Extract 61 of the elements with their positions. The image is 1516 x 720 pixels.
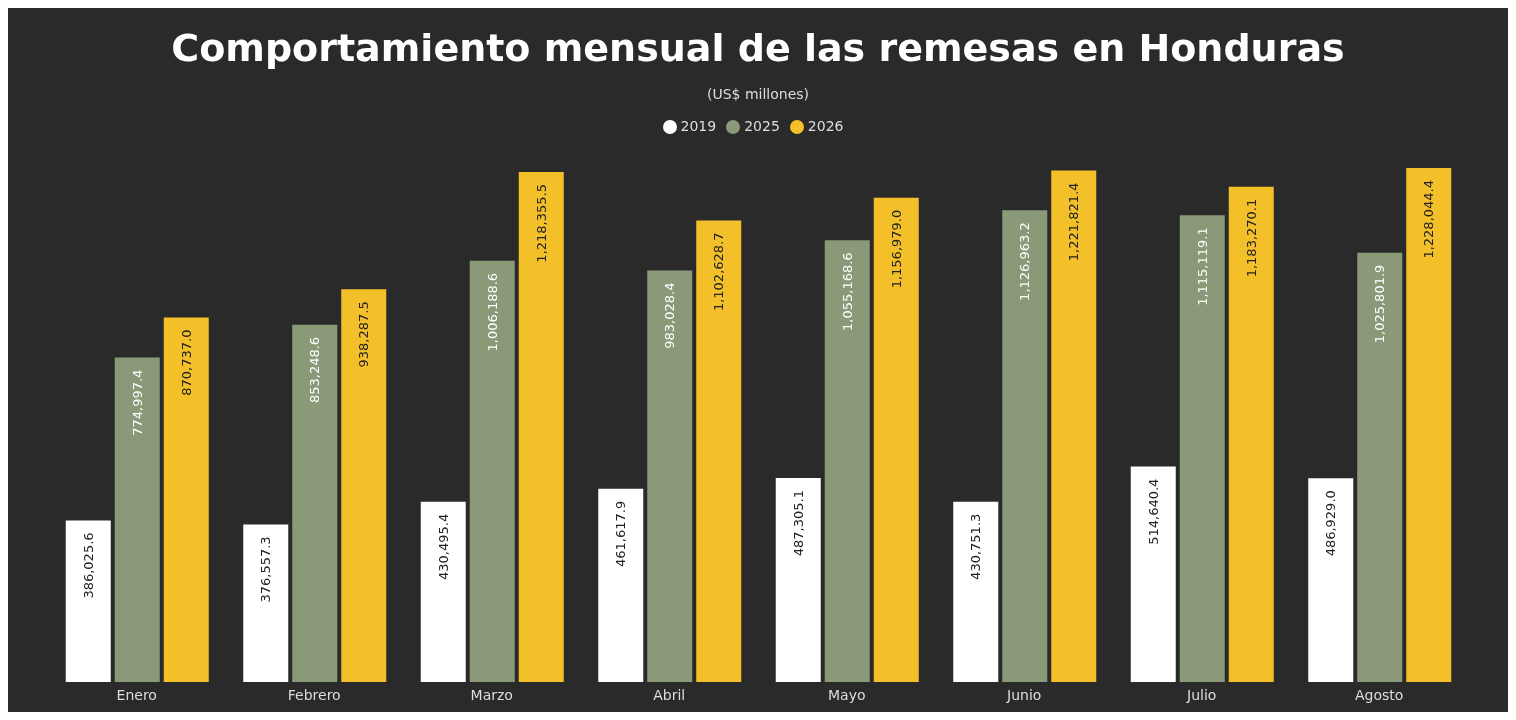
bar	[518, 172, 564, 682]
data-label: 514,640.4	[1145, 478, 1161, 545]
bar	[1179, 215, 1225, 682]
x-tick-label: Febrero	[287, 686, 341, 703]
x-tick-label: Marzo	[470, 686, 513, 703]
legend-label: 2026	[807, 118, 844, 134]
bar	[1130, 466, 1176, 682]
data-label: 1,126,963.2	[1017, 222, 1033, 301]
bar	[341, 289, 387, 682]
legend-label: 2019	[680, 118, 717, 134]
bar	[1308, 478, 1354, 682]
data-label: 774,997.4	[129, 369, 145, 436]
bar	[114, 357, 160, 682]
bar	[1228, 186, 1274, 682]
x-tick-label: Junio	[1006, 686, 1042, 703]
data-label: 1,055,168.6	[839, 252, 855, 331]
data-label: 430,751.3	[968, 513, 984, 580]
bar	[873, 197, 919, 682]
x-tick-label: Mayo	[827, 686, 866, 703]
data-label: 1,025,801.9	[1372, 264, 1388, 344]
bar	[469, 260, 515, 682]
chart-subtitle: (US$ millones)	[705, 86, 811, 102]
data-label: 1,228,044.4	[1421, 180, 1437, 259]
data-label: 983,028.4	[662, 282, 678, 349]
data-label: 870,737.0	[178, 329, 194, 396]
bar	[292, 324, 338, 682]
data-label: 1,221,821.4	[1066, 182, 1082, 262]
bar	[953, 501, 999, 682]
x-tick-label: Abril	[653, 686, 686, 703]
bar	[243, 524, 289, 682]
chart-title: Comportamiento mensual de las remesas en Honduras	[170, 26, 1346, 70]
bar	[163, 317, 209, 682]
legend-label: 2025	[744, 118, 780, 134]
data-label: 853,248.6	[307, 336, 323, 404]
data-label: 1,006,188.6	[484, 272, 500, 352]
bar	[775, 478, 821, 682]
data-label: 1,102,628.7	[711, 232, 727, 312]
data-label: 386,025.6	[80, 532, 96, 599]
data-label: 938,287.5	[356, 301, 372, 368]
data-label: 1,183,270.1	[1243, 198, 1259, 278]
data-label: 376,557.3	[258, 536, 274, 603]
bar	[1002, 210, 1048, 682]
bar	[824, 240, 870, 682]
bar	[65, 520, 111, 682]
data-label: 430,495.4	[435, 513, 451, 580]
bar	[1051, 170, 1097, 682]
data-label: 461,617.9	[613, 500, 629, 567]
bar	[1357, 252, 1403, 682]
x-tick-label: Enero	[116, 686, 157, 703]
x-tick-label: Agosto	[1355, 686, 1404, 703]
x-tick-label: Julio	[1186, 686, 1217, 703]
bar	[420, 501, 466, 682]
data-label: 1,156,979.0	[888, 209, 904, 289]
bar	[1406, 168, 1452, 682]
bar	[598, 488, 644, 682]
data-label: 486,929.0	[1323, 490, 1339, 557]
data-label: 487,305.1	[790, 490, 806, 557]
bar	[696, 220, 742, 682]
data-label: 1,218,355.5	[533, 184, 549, 263]
data-label: 1,115,119.1	[1194, 227, 1210, 306]
bar	[647, 270, 693, 682]
